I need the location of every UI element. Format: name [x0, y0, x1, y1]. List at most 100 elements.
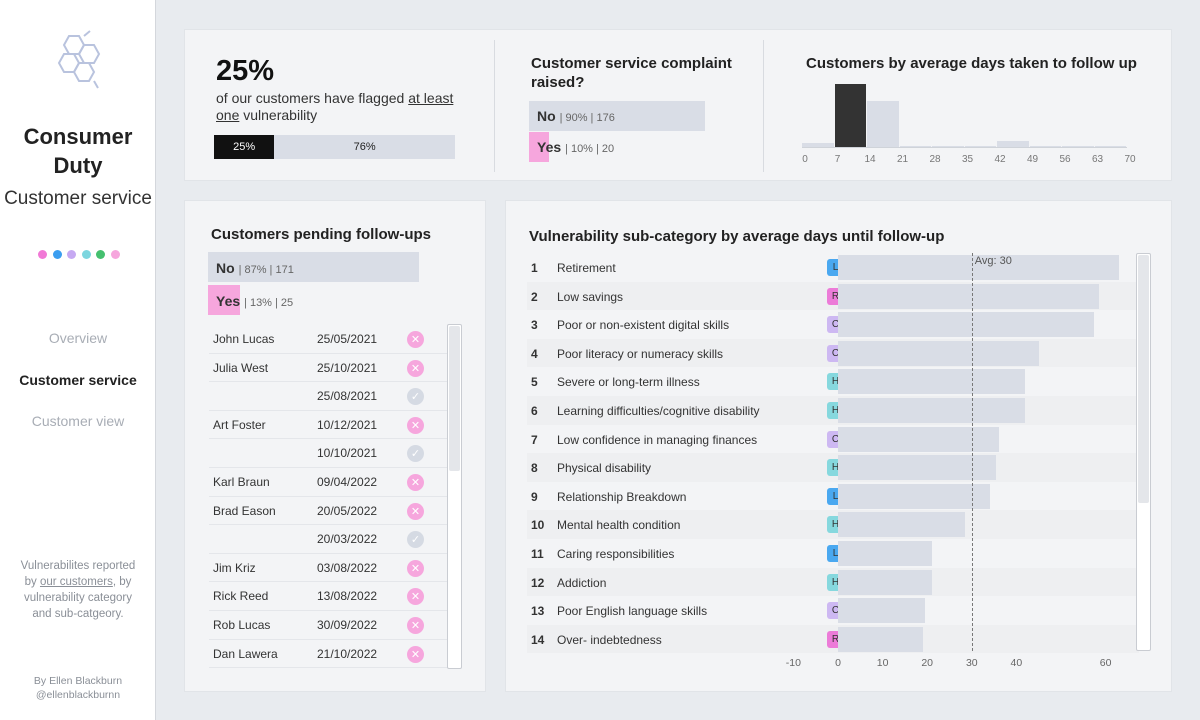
subcategory-row[interactable]: 2 Low savings R [527, 281, 1139, 311]
our-customers-link[interactable]: our customers [39, 576, 113, 588]
complaint-yes-bar[interactable] [529, 132, 549, 162]
x-tick-label: 10 [876, 657, 889, 669]
table-row[interactable]: Karl Braun 09/04/2022 ✕ [209, 468, 449, 497]
done-check-icon: ✓ [407, 388, 424, 406]
pending-bars: No | 87% | 171 Yes | 13% | 25 [208, 252, 451, 316]
pending-yes-bar[interactable] [208, 285, 240, 315]
subcategory-bar[interactable] [838, 541, 932, 566]
subcategory-row[interactable]: 8 Physical disability H [527, 453, 1139, 482]
pending-x-icon: ✕ [407, 559, 424, 577]
subcategory-row[interactable]: 4 Poor literacy or numeracy skills C [527, 338, 1139, 368]
chart-scrollbar[interactable] [1136, 253, 1151, 651]
subcategory-label: Severe or long-term illness [557, 375, 700, 390]
subcategory-row[interactable]: 7 Low confidence in managing finances C [527, 425, 1139, 454]
pending-no-label: No | 87% | 171 [216, 260, 294, 276]
pending-followups-panel: Customers pending follow-ups No | 87% | … [184, 200, 486, 692]
table-row[interactable]: Jim Kriz 03/08/2022 ✕ [209, 554, 449, 583]
table-row[interactable]: Brad Eason 20/05/2022 ✕ [209, 497, 449, 526]
histogram-bar[interactable] [932, 145, 964, 147]
follow-up-date: 20/03/2022 [317, 532, 378, 547]
average-line [971, 253, 973, 651]
vulnerability-share-bar: 25% 76% [214, 135, 455, 159]
table-row[interactable]: 10/10/2021 ✓ [209, 439, 449, 468]
histogram-tick-label: 63 [1091, 154, 1104, 165]
subcategory-row[interactable]: 11 Caring responsibilities L [527, 539, 1139, 568]
divider [494, 40, 495, 172]
pending-x-icon: ✕ [407, 645, 424, 663]
subcategory-row[interactable]: 10 Mental health condition H [527, 510, 1139, 539]
complaint-bars: No | 90% | 176 Yes | 10% | 20 [529, 101, 724, 163]
subcategory-bar[interactable] [838, 283, 1099, 309]
at-least-one-link[interactable]: at least one [216, 90, 454, 123]
subcategory-bar[interactable] [838, 398, 1026, 423]
histogram-bar[interactable] [899, 145, 931, 147]
table-row[interactable]: Julia West 25/10/2021 ✕ [209, 354, 449, 383]
table-row[interactable]: John Lucas 25/05/2021 ✕ [209, 325, 449, 354]
nav-customer-view[interactable]: Customer view [31, 413, 125, 429]
subcategory-bar[interactable] [838, 626, 923, 652]
pending-x-icon: ✕ [407, 502, 424, 520]
table-row[interactable]: 25/08/2021 ✓ [209, 382, 449, 411]
nav-customer-service[interactable]: Customer service [19, 372, 137, 388]
nav-overview[interactable]: Overview [48, 330, 108, 346]
table-row[interactable]: Dan Lawera 21/10/2022 ✕ [209, 640, 449, 669]
table-row[interactable]: Art Foster 10/12/2021 ✕ [209, 411, 449, 440]
rank-label: 12 [531, 575, 545, 590]
subcategory-bar[interactable] [838, 483, 990, 509]
pending-no-bar[interactable] [208, 252, 420, 282]
table-row[interactable]: Rick Reed 13/08/2022 ✕ [209, 582, 449, 611]
subcategory-row[interactable]: 5 Severe or long-term illness H [527, 367, 1139, 396]
subcategory-label: Low confidence in managing finances [557, 432, 758, 447]
subcategory-bar[interactable] [838, 598, 925, 624]
subcategory-row[interactable]: 12 Addiction H [527, 567, 1139, 597]
histogram-bar[interactable] [964, 145, 996, 147]
histogram-bar[interactable] [1094, 145, 1126, 147]
scrollbar-thumb[interactable] [449, 326, 460, 471]
complaint-no-bar[interactable] [529, 101, 705, 131]
histogram-bar[interactable] [1062, 145, 1094, 147]
page-subtitle: Customer service [4, 188, 152, 209]
histogram-bar[interactable] [802, 142, 834, 147]
scrollbar-thumb[interactable] [1138, 255, 1149, 503]
histogram-tick-label: 21 [896, 154, 909, 165]
subcategory-bar[interactable] [838, 426, 999, 452]
histogram-bar[interactable] [997, 141, 1029, 147]
subcategory-bar[interactable] [838, 512, 966, 538]
histogram-bar[interactable] [867, 101, 899, 147]
subcategory-label: Caring responsibilities [557, 547, 675, 561]
x-tick-label: 0 [835, 657, 841, 669]
customer-name: Art Foster [213, 417, 266, 432]
table-row[interactable]: 20/03/2022 ✓ [209, 525, 449, 554]
x-tick-label: 30 [965, 657, 978, 669]
subcategory-bar[interactable] [838, 255, 1119, 280]
subcategory-bar[interactable] [838, 312, 1095, 338]
bar-segment-not-flagged: 76% [274, 135, 455, 159]
subcategory-row[interactable]: 13 Poor English language skills C [527, 596, 1139, 625]
histogram-bar[interactable] [834, 83, 866, 147]
subcategory-title: Vulnerability sub-category by average da… [529, 228, 945, 245]
subcategory-row[interactable]: 9 Relationship Breakdown L [527, 482, 1139, 511]
rank-label: 1 [531, 261, 538, 275]
subcategory-label: Retirement [557, 261, 616, 275]
histogram-title: Customers by average days taken to follo… [806, 55, 1137, 72]
subcategory-bar[interactable] [838, 340, 1039, 366]
histogram-bar[interactable] [1029, 145, 1061, 147]
subcategory-label: Learning difficulties/cognitive disabili… [557, 404, 760, 418]
subcategory-row[interactable]: 14 Over- indebtedness R [527, 624, 1139, 654]
subcategory-bar[interactable] [838, 455, 997, 481]
kpi-description: of our customers have flagged at least o… [216, 90, 454, 123]
subcategory-row[interactable]: 6 Learning difficulties/cognitive disabil… [527, 396, 1139, 425]
rank-label: 4 [531, 346, 538, 361]
x-tick-label: 60 [1099, 657, 1112, 669]
table-scrollbar[interactable] [447, 324, 462, 669]
table-row[interactable]: Rob Lucas 30/09/2022 ✕ [209, 611, 449, 640]
subcategory-bar[interactable] [838, 369, 1026, 395]
subcategory-row[interactable]: 3 Poor or non-existent digital skills C [527, 310, 1139, 339]
follow-up-date: 03/08/2022 [317, 560, 378, 575]
author-credit: By Ellen Blackburn @ellenblackburnn [33, 675, 123, 701]
subcategory-bar[interactable] [838, 569, 932, 595]
follow-up-date: 25/05/2021 [317, 332, 378, 346]
histogram-tick-label: 14 [864, 154, 876, 165]
follow-up-date: 13/08/2022 [317, 589, 378, 604]
subcategory-row[interactable]: 1 Retirement L [527, 253, 1139, 282]
